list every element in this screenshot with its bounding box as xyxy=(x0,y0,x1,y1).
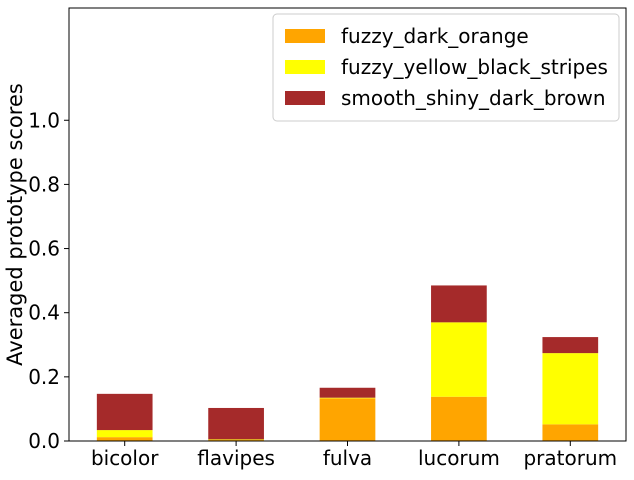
bar-pratorum-smooth_shiny_dark_brown xyxy=(542,337,599,354)
bar-lucorum-smooth_shiny_dark_brown xyxy=(431,285,487,323)
bar-pratorum-fuzzy_yellow_black_stripes xyxy=(542,353,599,425)
bar-lucorum-fuzzy_yellow_black_stripes xyxy=(431,322,487,397)
bar-pratorum-fuzzy_dark_orange xyxy=(542,424,599,441)
legend-label-fuzzy_yellow_black_stripes: fuzzy_yellow_black_stripes xyxy=(341,55,608,79)
x-tick-label: fulva xyxy=(323,446,372,470)
legend: fuzzy_dark_orange fuzzy_yellow_black_stri… xyxy=(272,13,620,122)
x-ticks: bicolor flavipes fulva lucorum pratorum xyxy=(91,441,617,470)
bar-lucorum-fuzzy_dark_orange xyxy=(431,396,487,441)
bars-layer xyxy=(96,285,599,441)
bar-bicolor-smooth_shiny_dark_brown xyxy=(96,393,153,431)
y-tick-label: 1.0 xyxy=(28,108,60,132)
bar-bicolor-fuzzy_yellow_black_stripes xyxy=(96,430,153,438)
y-tick-label: 0.8 xyxy=(28,172,60,196)
y-tick-label: 0.0 xyxy=(28,429,60,453)
legend-label-fuzzy_dark_orange: fuzzy_dark_orange xyxy=(341,24,529,48)
legend-swatch-fuzzy_yellow_black_stripes xyxy=(285,60,325,74)
x-tick-label: lucorum xyxy=(418,446,500,470)
legend-frame xyxy=(272,13,620,122)
x-tick-label: pratorum xyxy=(523,446,617,470)
y-tick-label: 0.6 xyxy=(28,237,60,261)
legend-label-smooth_shiny_dark_brown: smooth_shiny_dark_brown xyxy=(341,86,606,110)
bar-fulva-smooth_shiny_dark_brown xyxy=(319,387,376,398)
x-tick-label: flavipes xyxy=(197,446,275,470)
legend-swatch-fuzzy_dark_orange xyxy=(285,29,325,43)
y-tick-label: 0.2 xyxy=(28,365,60,389)
y-ticks: 0.0 0.2 0.4 0.6 0.8 1.0 xyxy=(28,108,69,453)
legend-swatch-smooth_shiny_dark_brown xyxy=(285,91,325,105)
bar-fulva-fuzzy_dark_orange xyxy=(319,398,376,441)
bar-bicolor-fuzzy_dark_orange xyxy=(96,437,153,441)
bar-flavipes-smooth_shiny_dark_brown xyxy=(208,407,264,440)
bar-flavipes-fuzzy_yellow_black_stripes xyxy=(208,439,264,441)
bar-fulva-fuzzy_yellow_black_stripes xyxy=(319,397,376,399)
x-tick-label: bicolor xyxy=(91,446,159,470)
y-tick-label: 0.4 xyxy=(28,301,60,325)
y-axis-label: Averaged prototype scores xyxy=(3,83,27,366)
